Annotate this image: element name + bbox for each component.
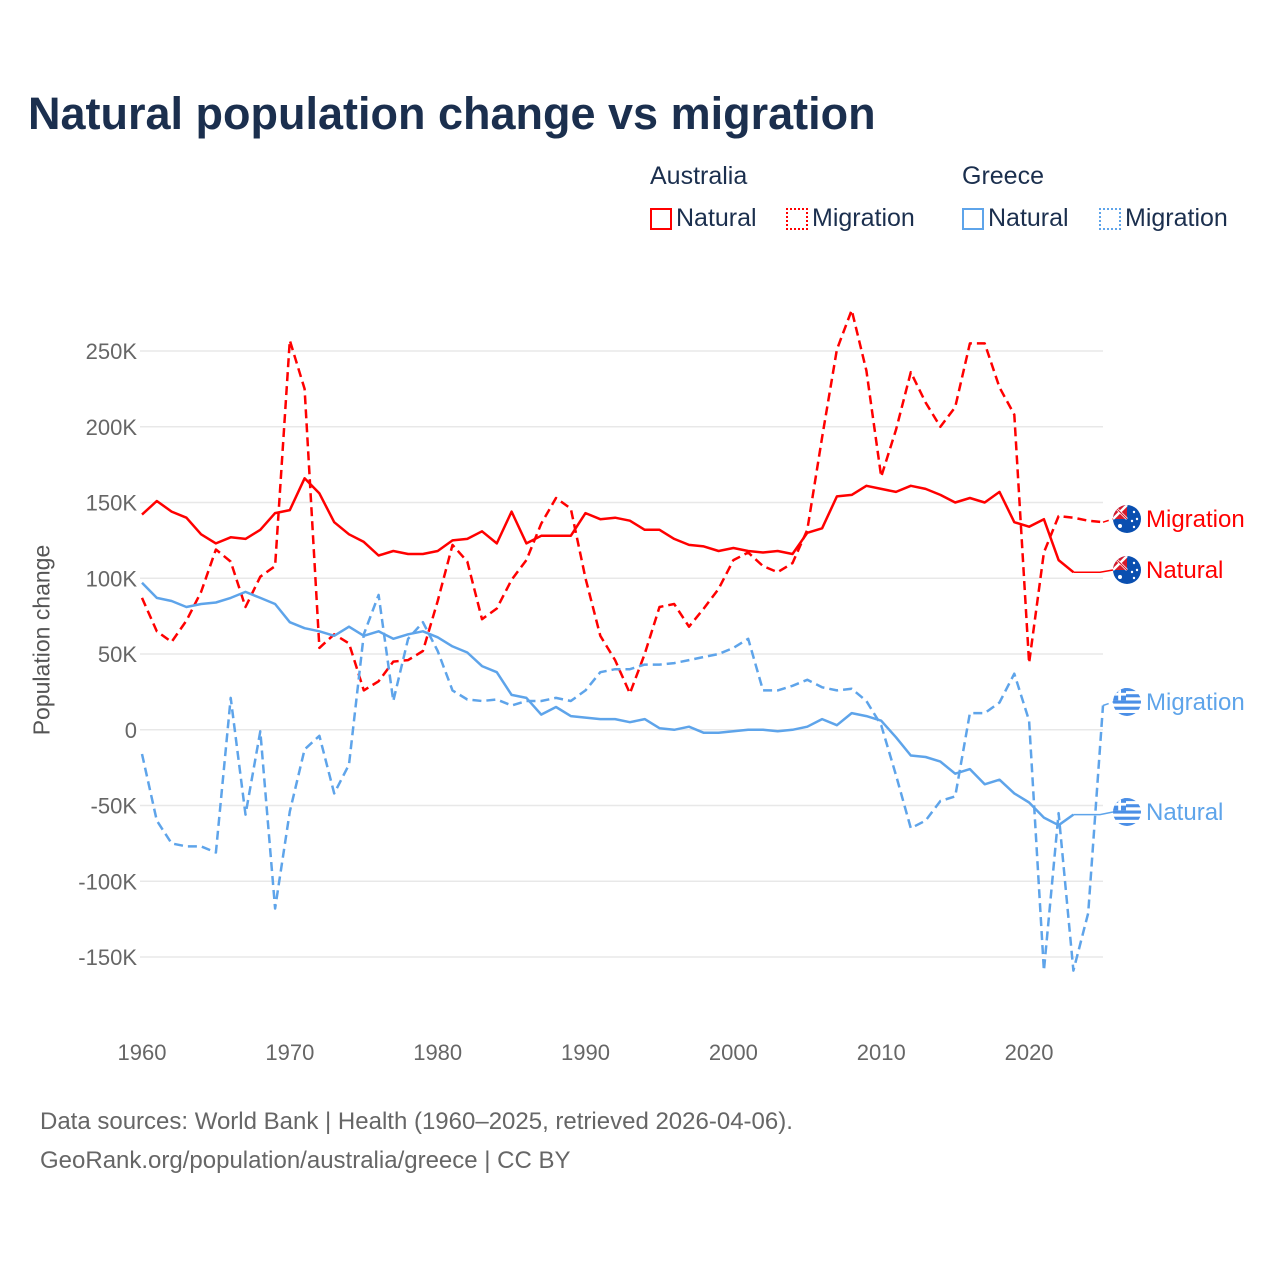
x-tick-label: 2010 <box>857 1040 906 1065</box>
legend-swatch-dotted-icon <box>786 207 808 230</box>
legend-label: Natural <box>676 204 757 232</box>
legend-swatch-solid-icon <box>962 207 984 230</box>
y-tick-label: -50K <box>91 794 138 819</box>
x-tick-label: 1990 <box>561 1040 610 1065</box>
legend-item-australia-migration[interactable]: Migration <box>786 204 915 233</box>
legend-swatch-dotted-icon <box>1099 207 1121 230</box>
greece-flag-icon <box>1113 688 1141 716</box>
x-tick-label: 1980 <box>413 1040 462 1065</box>
label-connector <box>1102 701 1114 707</box>
legend-item-australia-natural[interactable]: Natural <box>650 204 757 233</box>
legend-label: Migration <box>812 204 915 232</box>
y-tick-label: -150K <box>78 945 137 970</box>
source-line-1: Data sources: World Bank | Health (1960–… <box>40 1108 793 1135</box>
legend-group-australia: Australia <box>650 162 748 190</box>
y-tick-label: 200K <box>86 415 138 440</box>
series-line-greece-migration <box>140 593 1105 972</box>
series-line-greece-natural <box>141 581 1075 827</box>
y-tick-label: 150K <box>86 491 138 516</box>
label-connector <box>1073 569 1114 573</box>
y-tick-label: -100K <box>78 869 137 894</box>
chart-title: Natural population change vs migration <box>28 88 876 139</box>
legend-item-greece-natural[interactable]: Natural <box>962 204 1069 233</box>
y-tick-label: 250K <box>86 339 138 364</box>
series-end-label: Natural <box>1146 557 1223 584</box>
y-tick-label: 0 <box>125 718 137 743</box>
series-end-label: Natural <box>1146 799 1223 826</box>
series-end-label: Migration <box>1146 689 1245 716</box>
series-line-australia-natural <box>141 477 1075 574</box>
australia-flag-icon <box>1113 505 1141 533</box>
source-line-2[interactable]: GeoRank.org/population/australia/greece … <box>40 1147 571 1174</box>
legend-swatch-solid-icon <box>650 207 672 230</box>
label-connector <box>1073 811 1114 816</box>
legend-label: Migration <box>1125 204 1228 232</box>
y-tick-label: 100K <box>86 566 138 591</box>
legend-group-greece: Greece <box>962 162 1044 190</box>
series-line-australia-migration <box>140 308 1104 695</box>
legend-label: Natural <box>988 204 1069 232</box>
label-connector <box>1102 518 1114 523</box>
greece-flag-icon <box>1113 798 1141 826</box>
series-end-label: Migration <box>1146 506 1245 533</box>
x-tick-label: 1970 <box>265 1040 314 1065</box>
x-tick-label: 2020 <box>1005 1040 1054 1065</box>
legend-item-greece-migration[interactable]: Migration <box>1099 204 1228 233</box>
australia-flag-icon <box>1113 556 1141 584</box>
x-tick-label: 1960 <box>118 1040 167 1065</box>
y-tick-label: 50K <box>98 642 137 667</box>
x-tick-label: 2000 <box>709 1040 758 1065</box>
